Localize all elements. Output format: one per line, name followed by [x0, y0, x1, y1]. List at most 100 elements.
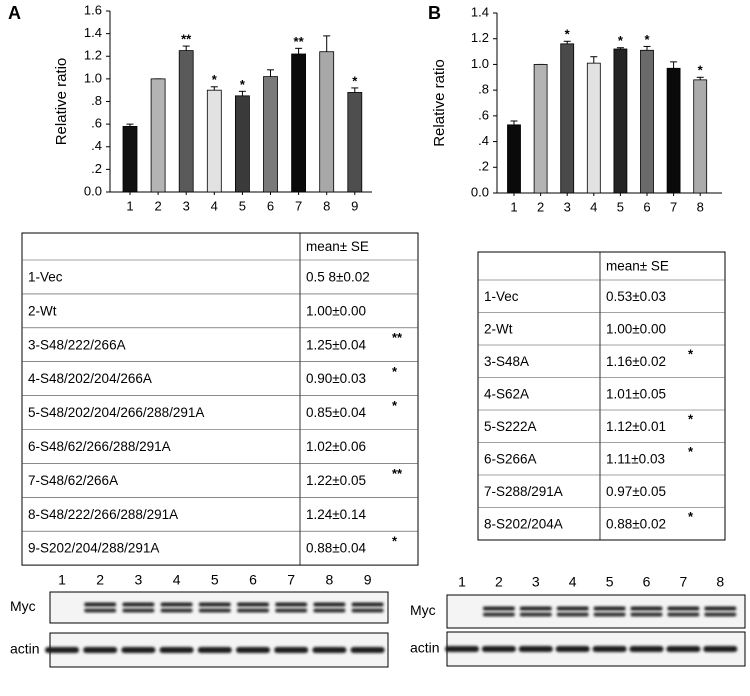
myc-band — [519, 612, 552, 617]
y-tick-label: .4 — [91, 138, 102, 153]
y-axis-title: Relative ratio — [431, 59, 448, 147]
lane-number: 8 — [716, 574, 724, 590]
bar — [234, 95, 250, 193]
table-row-value: 0.53±0.03 — [606, 289, 666, 304]
actin-band — [481, 646, 516, 652]
actin-band — [274, 647, 309, 653]
lane-number: 3 — [135, 572, 143, 588]
bar — [640, 49, 654, 194]
table-row-value: 1.02±0.06 — [306, 439, 366, 454]
actin-band — [445, 646, 479, 652]
bar — [291, 53, 307, 193]
significance-mark: * — [618, 33, 624, 48]
y-tick-label: 0.0 — [471, 184, 489, 199]
x-tick-label: 7 — [670, 199, 677, 214]
table-row-label: 9-S202/204/288/291A — [28, 541, 159, 556]
actin-band — [197, 647, 232, 653]
x-tick-label: 4 — [211, 198, 218, 213]
bar — [206, 89, 222, 193]
y-tick-label: .8 — [478, 82, 489, 97]
actin-band — [159, 647, 194, 653]
myc-band — [556, 606, 589, 611]
bar — [533, 64, 548, 194]
panel-label: B — [428, 3, 441, 23]
actin-band — [350, 647, 385, 653]
table-row-label: 7-S288/291A — [484, 484, 563, 499]
myc-band — [275, 608, 308, 613]
myc-band — [704, 612, 737, 617]
significance-mark: ** — [181, 32, 192, 47]
myc-band — [667, 606, 700, 611]
x-tick-label: 6 — [643, 199, 650, 214]
table-row-value: 1.00±0.00 — [306, 303, 366, 318]
myc-band — [351, 608, 384, 613]
table-significance: * — [392, 398, 398, 413]
blot-frame — [49, 591, 389, 624]
bar — [666, 67, 681, 194]
x-tick-label: 7 — [295, 198, 302, 213]
table-row-label: 1-Vec — [484, 289, 519, 304]
table-row-label: 5-S222A — [484, 419, 537, 434]
x-tick-label: 2 — [537, 199, 544, 214]
table-row-value: 0.5 8±0.02 — [306, 270, 370, 285]
actin-band — [236, 647, 270, 653]
table-frame — [21, 232, 419, 566]
y-tick-label: 1.2 — [471, 30, 489, 45]
table-row-value: 1.12±0.01 — [606, 419, 666, 434]
actin-band — [703, 646, 738, 652]
table-row-label: 5-S48/202/204/266/288/291A — [28, 405, 204, 420]
lane-number: 7 — [287, 572, 295, 588]
myc-band — [84, 608, 117, 613]
x-tick-label: 1 — [126, 198, 133, 213]
significance-mark: ** — [294, 34, 305, 49]
table-row-value: 0.90±0.03 — [306, 371, 366, 386]
table-significance: * — [688, 347, 694, 362]
lane-number: 5 — [606, 574, 614, 590]
table-row-label: 6-S266A — [484, 451, 537, 466]
panel-label: A — [8, 3, 21, 23]
table-row-value: 1.00±0.00 — [606, 321, 666, 336]
y-tick-label: .2 — [91, 161, 102, 176]
table-row-value: 1.24±0.14 — [306, 507, 366, 522]
myc-band — [160, 602, 193, 607]
bar — [319, 51, 335, 193]
y-tick-label: 1.2 — [84, 48, 102, 63]
blot-row-label: Myc — [410, 602, 436, 618]
myc-band — [704, 606, 737, 611]
lane-number: 6 — [643, 574, 651, 590]
bar — [150, 78, 166, 193]
table-row-label: 2-Wt — [484, 321, 513, 336]
blot-frame — [446, 594, 746, 629]
table-row-label: 3-S48/222/266A — [28, 337, 126, 352]
lane-number: 6 — [249, 572, 257, 588]
blot-row-label: Myc — [10, 598, 36, 614]
table-row-value: 1.11±0.03 — [606, 451, 665, 466]
table-header: mean± SE — [306, 239, 369, 254]
table-row-value: 1.01±0.05 — [606, 386, 666, 401]
x-tick-label: 5 — [617, 199, 624, 214]
myc-band — [351, 602, 384, 607]
bar — [693, 79, 708, 194]
myc-band — [275, 602, 308, 607]
y-tick-label: .4 — [478, 133, 489, 148]
table-significance: * — [392, 364, 398, 379]
x-tick-label: 1 — [510, 199, 517, 214]
table-row-value: 1.22±0.05 — [306, 473, 366, 488]
significance-mark: * — [240, 77, 246, 92]
actin-band — [45, 647, 79, 653]
table-significance: * — [688, 509, 694, 524]
x-tick-label: 5 — [239, 198, 246, 213]
table-frame — [477, 251, 726, 541]
lane-number: 2 — [495, 574, 503, 590]
lane-number: 4 — [569, 574, 577, 590]
lane-number: 9 — [364, 572, 372, 588]
significance-mark: * — [352, 73, 358, 88]
y-tick-label: 0.0 — [84, 183, 102, 198]
x-tick-label: 6 — [267, 198, 274, 213]
table-significance: ** — [392, 466, 403, 481]
lane-number: 2 — [96, 572, 104, 588]
lane-number: 4 — [173, 572, 181, 588]
x-tick-label: 2 — [154, 198, 161, 213]
myc-band — [313, 602, 346, 607]
table-row-label: 4-S62A — [484, 386, 529, 401]
